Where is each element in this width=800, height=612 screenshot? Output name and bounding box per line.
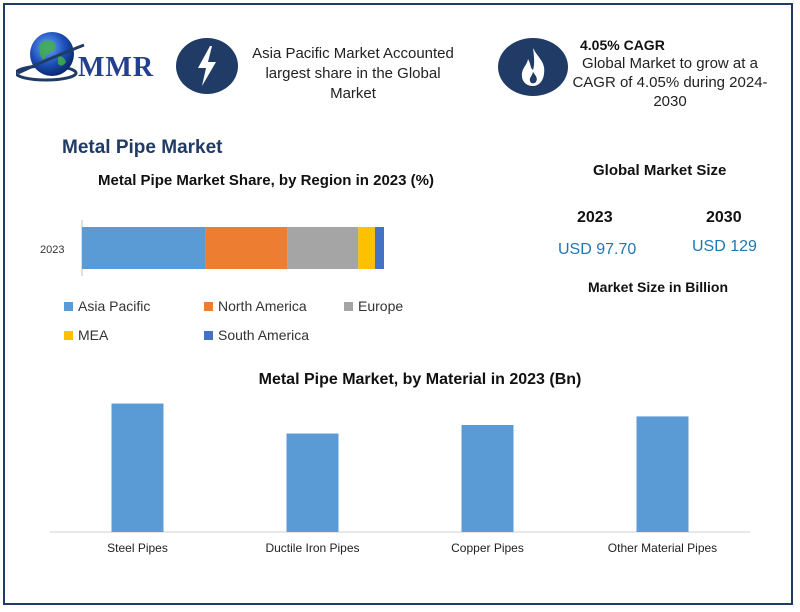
- year-2023-label: 2023: [577, 209, 613, 226]
- material-category-label: Copper Pipes: [451, 541, 524, 555]
- legend-label: South America: [218, 327, 310, 343]
- globe-icon: [14, 32, 85, 82]
- region-bar-europe: [287, 227, 359, 269]
- legend-item-europe: Europe: [344, 298, 403, 314]
- legend-label: MEA: [78, 327, 109, 343]
- legend-item-mea: MEA: [64, 327, 108, 343]
- asia-pacific-share-text: Asia Pacific Market Accounted largest sh…: [252, 45, 454, 102]
- material-bar-copper-pipes: [461, 424, 514, 532]
- logo-text: MMR: [78, 52, 155, 83]
- material-bar-other-material-pipes: [636, 416, 689, 532]
- legend-label: Asia Pacific: [78, 298, 151, 314]
- legend-item-north-america: North America: [204, 298, 307, 314]
- material-bar-chart: Steel Pipes Ductile Iron Pipes Copper Pipe…: [50, 403, 750, 555]
- region-bar-asia-pacific: [82, 227, 206, 269]
- region-bar-south-america: [374, 227, 384, 269]
- legend-swatch: [64, 330, 73, 340]
- cagr-description: Global Market to grow at a CAGR of 4.05%…: [572, 55, 768, 110]
- legend-swatch: [344, 301, 353, 311]
- region-share-chart: 2023: [40, 220, 384, 276]
- legend-item-south-america: South America: [204, 327, 309, 343]
- region-bar-mea: [358, 227, 375, 269]
- flame-icon-circle: [498, 38, 568, 96]
- market-size-note: Market Size in Billion: [588, 279, 729, 295]
- value-2030: USD 129: [692, 238, 757, 255]
- main-title: Metal Pipe Market: [62, 137, 223, 158]
- lightning-icon-circle: [176, 38, 238, 94]
- legend-item-asia-pacific: Asia Pacific: [64, 298, 150, 314]
- year-2030-label: 2030: [706, 209, 742, 226]
- material-bar-steel-pipes: [111, 403, 164, 532]
- material-bar-ductile-iron-pipes: [286, 433, 339, 532]
- page-frame: [3, 3, 793, 605]
- mmr-logo: MMR: [14, 26, 166, 88]
- cagr-title: 4.05% CAGR: [580, 37, 665, 53]
- region-chart-title: Metal Pipe Market Share, by Region in 20…: [98, 172, 434, 189]
- lightning-icon: [198, 46, 216, 86]
- legend-label: Europe: [358, 298, 404, 314]
- legend-swatch: [64, 301, 73, 311]
- value-2023: USD 97.70: [558, 241, 637, 258]
- region-bar-north-america: [205, 227, 288, 269]
- material-chart-title: Metal Pipe Market, by Material in 2023 (…: [258, 371, 582, 388]
- flame-icon: [521, 48, 545, 86]
- material-category-label: Ductile Iron Pipes: [265, 541, 359, 555]
- legend-swatch: [204, 330, 213, 340]
- legend-label: North America: [218, 298, 307, 314]
- legend-swatch: [204, 301, 213, 311]
- material-category-label: Other Material Pipes: [608, 541, 717, 555]
- global-market-title: Global Market Size: [593, 162, 727, 179]
- region-category-label: 2023: [40, 244, 64, 256]
- material-category-label: Steel Pipes: [107, 541, 168, 555]
